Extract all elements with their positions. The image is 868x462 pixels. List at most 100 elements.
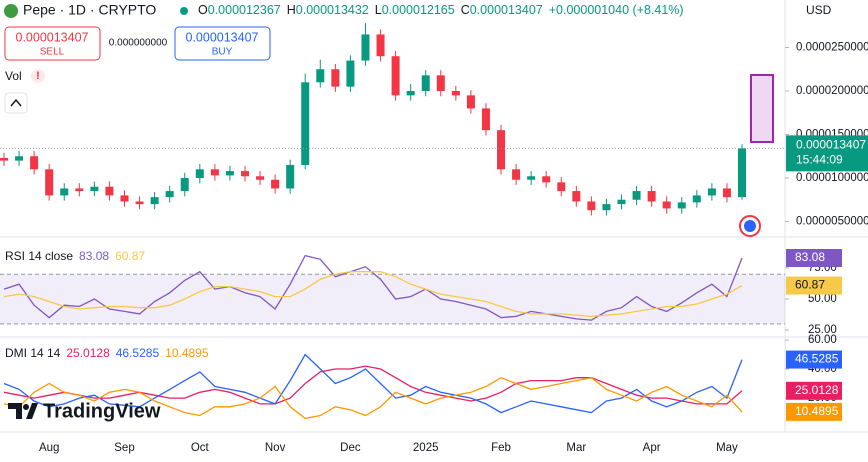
buy-button[interactable]: [174, 26, 271, 61]
candle-body: [451, 91, 460, 96]
value-tag-label: 83.08: [795, 250, 825, 264]
candle-body: [195, 169, 204, 179]
candle-body: [481, 108, 490, 131]
candle-body: [572, 191, 581, 202]
candle-body: [587, 201, 596, 211]
candle-body: [527, 176, 536, 180]
value-tag-label: 60.87: [795, 278, 825, 292]
candle-body: [707, 188, 716, 196]
ohlc-key: L: [375, 3, 382, 17]
ohlc-key: H: [287, 3, 296, 17]
value-tag: [786, 381, 842, 400]
spread: 0.000000000: [109, 38, 168, 49]
value-tag-label: 25.0128: [795, 383, 839, 397]
y-tick-label: 0.0000050000: [796, 216, 868, 228]
x-tick-label: Sep: [114, 442, 134, 454]
candle-body: [466, 95, 475, 109]
ohlc-value: 0.000013407: [470, 3, 543, 17]
candle-body: [240, 171, 249, 177]
indicator-line: [3, 271, 743, 318]
ohlc-value: 0.000013432: [296, 3, 369, 17]
x-tick-label: Aug: [39, 442, 59, 454]
candle-body: [180, 178, 189, 192]
indicator-line: [3, 376, 743, 420]
ohlc-value: 0.000012367: [208, 3, 281, 17]
y-tick-label: 60.00: [808, 334, 837, 346]
candle-body: [421, 75, 430, 92]
candle-body: [557, 182, 566, 192]
indicator-line: [3, 254, 743, 321]
candle-body: [30, 156, 39, 170]
candle-body: [542, 176, 551, 183]
currency[interactable]: USD: [806, 3, 832, 17]
market-status: [180, 7, 188, 15]
value-tag: [786, 350, 842, 369]
x-tick-label: 2025: [413, 442, 439, 454]
logo-icon: [8, 403, 38, 419]
candle-body: [346, 60, 355, 87]
indicator-line: [3, 365, 743, 405]
y-tick-label: 25.00: [808, 324, 837, 336]
candle-body: [738, 148, 746, 198]
candle-body: [722, 188, 731, 198]
candle-body: [0, 158, 8, 161]
x-tick-label: Dec: [340, 442, 361, 454]
change: +0.000001040 (+8.41%): [549, 3, 684, 17]
candle-body: [512, 169, 521, 180]
rectangle-drawing[interactable]: [750, 74, 774, 143]
rsi-band: [0, 274, 785, 324]
indicator-title: RSI 14 close: [5, 249, 73, 263]
candle-body: [316, 69, 325, 83]
ohlc-key: C: [461, 3, 470, 17]
buy-label: BUY: [212, 47, 233, 58]
buy-price: 0.000013407: [186, 30, 259, 44]
candle-body: [210, 169, 219, 176]
indicator-legend: DMI 14 14 25.0128 46.5285 10.4895: [5, 346, 209, 360]
indicator-value: 83.08: [79, 249, 109, 263]
candle-body: [286, 164, 295, 189]
x-tick-label: Apr: [643, 442, 661, 454]
last-price-label: 0.000013407: [796, 138, 866, 152]
warning-icon[interactable]: [31, 69, 45, 83]
candle-body: [602, 204, 611, 211]
candle-body: [165, 191, 174, 198]
x-tick-label: Oct: [191, 442, 210, 454]
warning-mark: !: [36, 70, 40, 82]
volume-label[interactable]: Vol: [5, 69, 22, 83]
candle-body: [361, 34, 370, 61]
value-tag: [786, 249, 842, 268]
x-tick-label: Mar: [566, 442, 586, 454]
symbol-title[interactable]: Pepe · 1D · CRYPTO: [23, 2, 156, 18]
candle-body: [662, 201, 671, 209]
candle-body: [436, 75, 445, 92]
value-tag: [786, 276, 842, 295]
y-tick-label: 0.0000250000: [796, 42, 868, 54]
candle-body: [45, 169, 54, 196]
candle-body: [60, 188, 69, 196]
logo-text: TradingView: [43, 400, 161, 422]
indicator-line: [3, 353, 743, 414]
indicator-value: 25.0128: [66, 346, 110, 360]
x-tick-label: Feb: [491, 442, 511, 454]
candle-body: [692, 195, 701, 203]
last-price-tag: [786, 135, 868, 172]
collapse-button[interactable]: [4, 92, 28, 114]
candle-body: [150, 197, 159, 205]
indicator-value: 10.4895: [165, 346, 209, 360]
candle-body: [406, 91, 415, 96]
value-tag: [786, 402, 842, 421]
sell-button[interactable]: [4, 26, 101, 61]
value-tag-label: 10.4895: [795, 404, 839, 418]
sell-price: 0.000013407: [16, 30, 89, 44]
ohlc-header: O0.000012367 H0.000013432 L0.000012165 C0.0…: [198, 3, 684, 17]
x-tick-label: Nov: [265, 442, 286, 454]
candle-body: [331, 69, 340, 87]
sell-label: SELL: [40, 47, 65, 58]
y-tick-label: 0.0000200000: [796, 85, 868, 97]
indicator-legend: RSI 14 close 83.08 60.87: [5, 249, 145, 263]
candle-body: [225, 171, 234, 176]
symbol-icon: [4, 4, 18, 18]
candle-body: [256, 176, 265, 180]
candle-body: [15, 156, 24, 161]
